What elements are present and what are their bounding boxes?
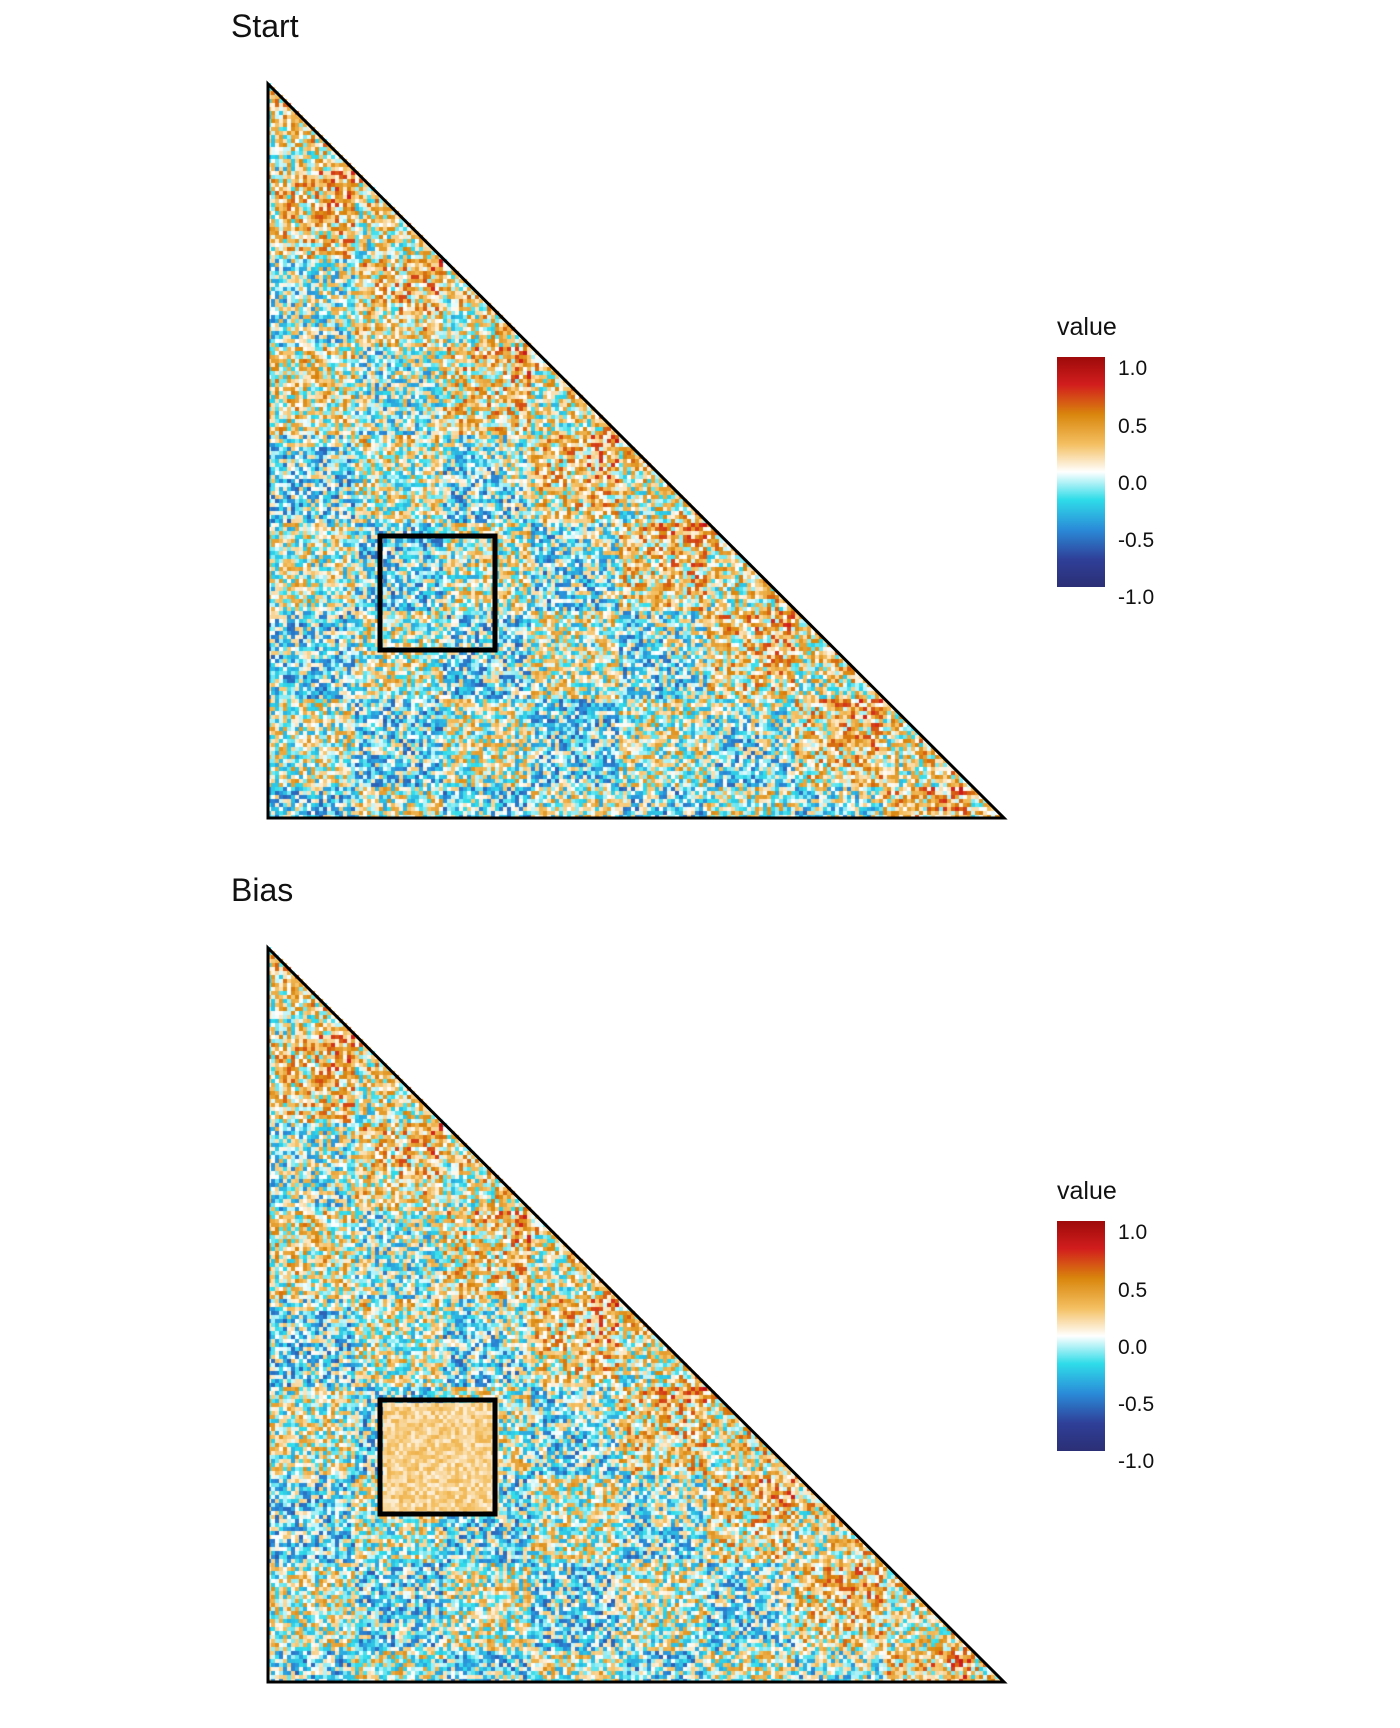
legend-label: 0.0 (1118, 472, 1148, 495)
legend-tick (1105, 484, 1113, 486)
legend-title: value (1057, 1177, 1117, 1205)
legend-tick (1105, 426, 1113, 428)
heatmap-overlay (266, 944, 1008, 1684)
legend-label: 0.0 (1118, 1336, 1148, 1359)
highlight-box (377, 533, 498, 653)
legend-label: -0.5 (1118, 529, 1155, 552)
legend-tick (1105, 1290, 1113, 1292)
legend-title: value (1057, 313, 1117, 341)
triangle-outline (266, 944, 1008, 1684)
legend-tick (1105, 1233, 1113, 1235)
legend-tick (1105, 1405, 1113, 1407)
heatmap-panel-bias: Bias value 1.0 0.5 0.0 -0.5 -1.0 (0, 864, 1400, 1728)
legend-tick (1105, 1448, 1113, 1450)
legend-tick (1105, 541, 1113, 543)
legend-label: 0.5 (1118, 1279, 1148, 1302)
legend-label: -1.0 (1118, 586, 1155, 609)
legend-colorbar (1057, 357, 1105, 587)
legend-tick (1105, 584, 1113, 586)
legend-colorbar (1057, 1221, 1105, 1451)
highlight-box (377, 1397, 498, 1517)
triangle-outline (266, 80, 1008, 820)
legend-label: 0.5 (1118, 415, 1148, 438)
legend-label: -1.0 (1118, 1450, 1155, 1473)
panel-title: Bias (231, 872, 294, 908)
legend-label: 1.0 (1118, 1221, 1148, 1244)
panel-title: Start (231, 8, 299, 44)
legend-label: -0.5 (1118, 1393, 1155, 1416)
legend-tick (1105, 1348, 1113, 1350)
heatmap-overlay (266, 80, 1008, 820)
legend-tick (1105, 369, 1113, 371)
legend-label: 1.0 (1118, 357, 1148, 380)
heatmap-panel-start: Start value 1.0 0.5 0.0 -0.5 -1.0 (231, 8, 1155, 820)
